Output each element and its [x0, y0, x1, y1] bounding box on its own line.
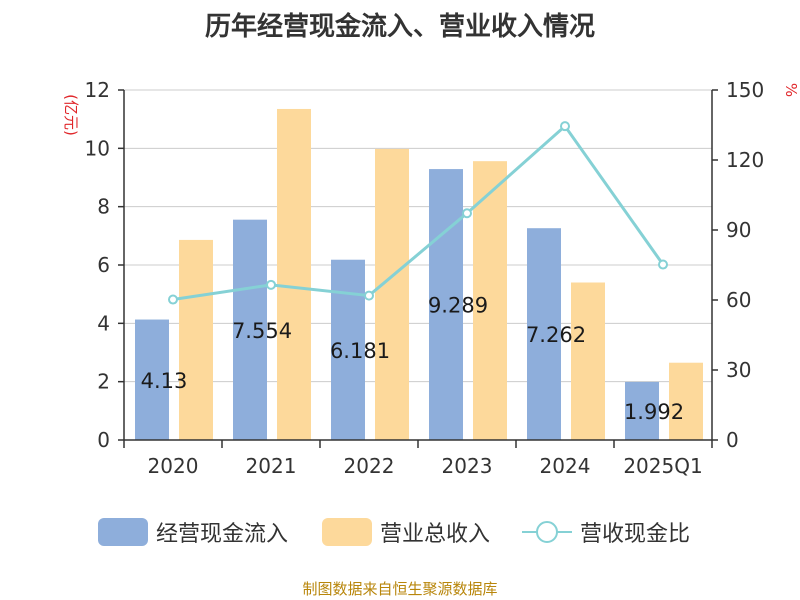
data-label-cash-inflow: 7.262 — [526, 323, 586, 347]
legend: 经营现金流入 营业总收入 营收现金比 — [0, 516, 800, 556]
x-tick-label: 2024 — [540, 454, 591, 478]
bar-revenue — [669, 362, 703, 440]
right-tick-label: 150 — [726, 78, 764, 102]
legend-swatch-ratio — [522, 518, 572, 546]
left-tick-label: 12 — [85, 78, 110, 102]
left-tick-label: 10 — [85, 136, 110, 160]
data-label-cash-inflow: 1.992 — [624, 400, 684, 424]
right-axis-unit-label: % — [782, 83, 800, 97]
line-series — [168, 121, 668, 305]
chart-title: 历年经营现金流入、营业收入情况 — [204, 12, 595, 42]
left-tick-label: 2 — [97, 370, 110, 394]
x-tick-label: 2020 — [148, 454, 199, 478]
legend-item-ratio[interactable]: 营收现金比 — [522, 516, 690, 548]
line-ratio — [172, 123, 665, 302]
bar-revenue — [473, 161, 507, 440]
data-label-cash-inflow: 9.289 — [428, 294, 488, 318]
source-note: 制图数据来自恒生聚源数据库 — [302, 580, 498, 598]
left-tick-label: 6 — [97, 253, 110, 277]
legend-label-revenue: 营业总收入 — [380, 522, 491, 547]
legend-item-revenue[interactable]: 营业总收入 — [322, 516, 490, 548]
line-point-ratio — [266, 279, 276, 290]
x-tick-label: 2021 — [246, 454, 297, 478]
left-axis-unit-label: (亿元) — [62, 94, 80, 136]
x-tick-label: 2022 — [344, 454, 395, 478]
x-tick-label: 2025Q1 — [623, 454, 702, 478]
x-tick-label: 2023 — [442, 454, 493, 478]
bar-revenue — [277, 108, 311, 440]
right-tick-label: 30 — [726, 358, 751, 382]
legend-label-cash-inflow: 经营现金流入 — [156, 522, 289, 547]
bar-cash-inflow — [331, 259, 365, 440]
left-tick-label: 0 — [97, 428, 110, 452]
line-point-ratio — [560, 121, 570, 132]
data-label-cash-inflow: 4.13 — [141, 369, 188, 393]
line-point-ratio — [168, 294, 178, 305]
data-label-cash-inflow: 7.554 — [232, 319, 292, 343]
legend-label-ratio: 营收现金比 — [580, 522, 691, 547]
left-tick-label: 4 — [97, 311, 110, 335]
bar-cash-inflow — [233, 219, 267, 440]
right-tick-label: 90 — [726, 218, 751, 242]
line-point-ratio — [658, 259, 668, 270]
legend-item-cash-inflow[interactable]: 经营现金流入 — [98, 516, 288, 548]
right-tick-label: 0 — [726, 428, 739, 452]
bars — [135, 108, 703, 440]
line-point-ratio — [364, 290, 374, 301]
bar-cash-inflow — [135, 319, 169, 440]
bar-cash-inflow — [527, 228, 561, 440]
right-tick-label: 60 — [726, 288, 751, 312]
left-tick-label: 8 — [97, 195, 110, 219]
bar-revenue — [179, 239, 213, 440]
data-labels: 4.13 7.554 6.181 9.289 7.262 1.992 — [141, 294, 684, 424]
line-point-ratio — [462, 208, 472, 219]
data-label-cash-inflow: 6.181 — [330, 339, 390, 363]
legend-swatch-cash-inflow — [98, 518, 148, 546]
bar-cash-inflow — [429, 169, 463, 440]
grid-lines — [124, 89, 712, 383]
bar-revenue — [375, 148, 409, 440]
bar-revenue — [571, 282, 605, 440]
legend-swatch-revenue — [322, 518, 372, 546]
right-tick-label: 120 — [726, 148, 764, 172]
bar-cash-inflow — [625, 381, 659, 440]
